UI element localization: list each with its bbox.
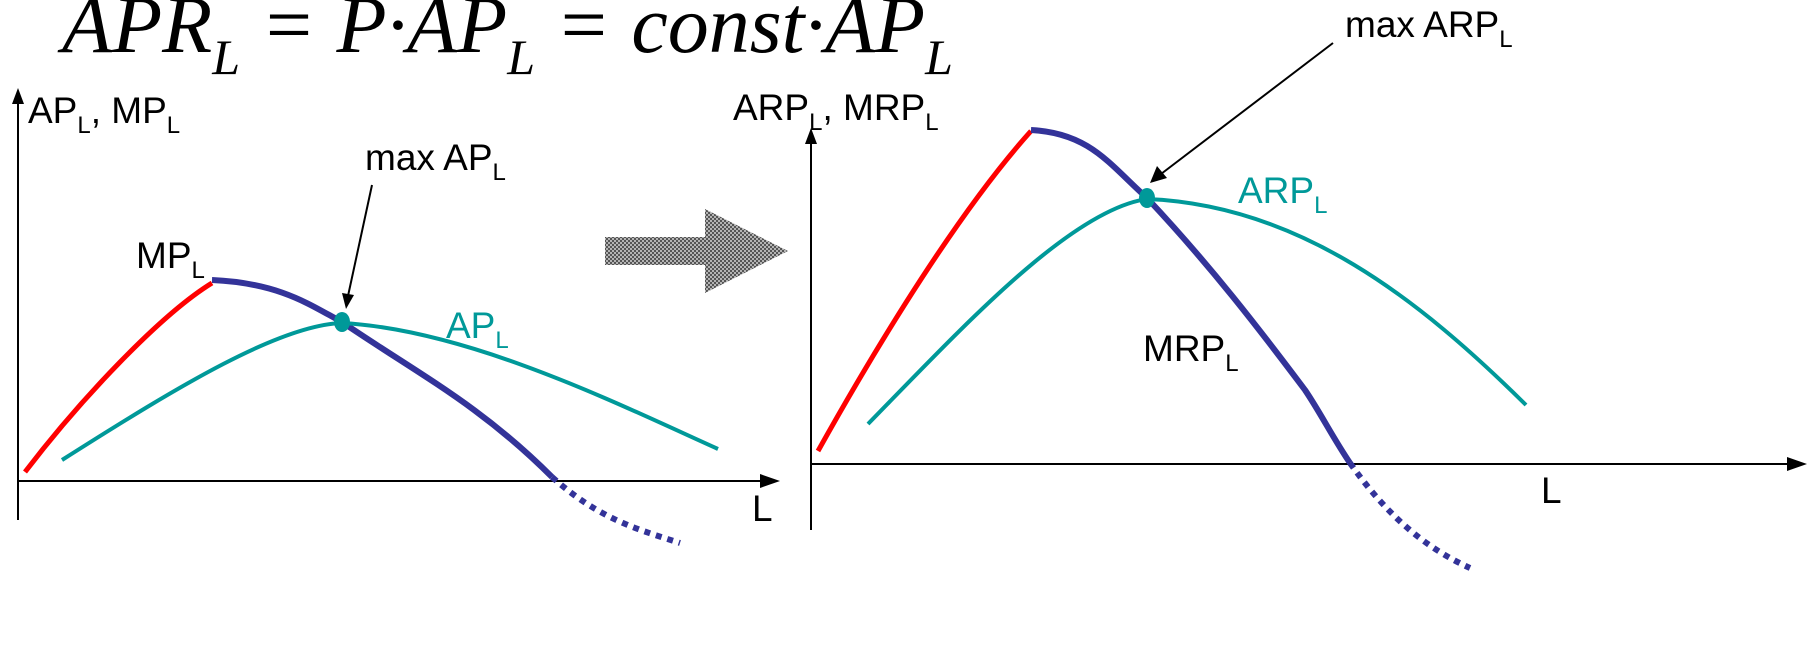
left-mp-negative-dotted (549, 474, 681, 546)
left-ap-label: APL (446, 305, 509, 354)
left-y-axis-arrowhead (12, 88, 24, 104)
right-y-axis-label: ARPL, MRPL (733, 87, 939, 136)
right-arp-curve (866, 196, 1528, 426)
formula-dot-2: · (804, 0, 825, 70)
left-max-label: max APL (365, 137, 506, 186)
right-arp-label: ARPL (1238, 170, 1327, 219)
left-y-axis-label: APL, MPL (28, 90, 180, 139)
formula-p: P (335, 0, 386, 70)
formula-sub-2: L (506, 29, 535, 85)
transition-arrow-icon (605, 209, 788, 293)
left-mp-curve (211, 277, 555, 480)
left-max-arrow-line (347, 184, 373, 297)
left-mp-label: MPL (136, 235, 205, 284)
left-x-axis-arrowhead (760, 474, 780, 488)
right-mrp-increasing-segment (815, 129, 1033, 453)
left-chart: APL, MPL L MPL APL max APL (12, 88, 780, 546)
right-max-arrowhead (1150, 166, 1167, 183)
right-x-axis-arrowhead (1787, 457, 1807, 471)
left-ap-curve (60, 320, 719, 462)
right-max-arrow-line (1160, 42, 1334, 175)
formula-eq-2: = (535, 0, 631, 70)
right-mrp-negative-dotted (1347, 461, 1472, 571)
right-y-axis-arrowhead (805, 128, 817, 144)
formula-sub-3: L (924, 29, 953, 85)
right-x-axis-label: L (1541, 470, 1562, 511)
formula-eq-1: = (240, 0, 336, 70)
formula-apr: APR (57, 0, 212, 70)
left-x-axis-label: L (752, 488, 773, 529)
right-mrp-curve (1030, 127, 1353, 465)
formula-sub-1: L (211, 29, 240, 85)
formula-const: const (631, 0, 806, 70)
right-mrp-label: MRPL (1143, 328, 1239, 377)
formula: APRL = P·APL = const·APL (57, 0, 953, 85)
formula-ap2: AP (820, 0, 925, 70)
right-max-arp-point (1139, 188, 1155, 208)
right-max-label: max ARPL (1345, 4, 1513, 53)
left-max-arrowhead (342, 293, 354, 309)
formula-ap: AP (402, 0, 507, 70)
right-chart: ARPL, MRPL L ARPL MRPL max ARPL (733, 4, 1807, 571)
formula-dot-1: · (387, 0, 408, 70)
left-max-ap-point (334, 312, 350, 332)
left-mp-increasing-segment (23, 280, 214, 474)
